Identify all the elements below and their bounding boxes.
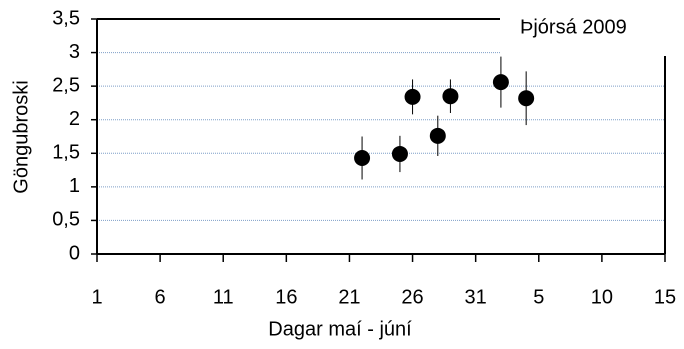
data-point <box>429 127 446 144</box>
x-tick-label: 5 <box>533 286 544 308</box>
data-point <box>442 88 459 105</box>
x-tick-label: 11 <box>213 286 234 308</box>
y-tick-label: 3,5 <box>52 7 80 29</box>
data-point <box>518 90 535 107</box>
y-tick-label: 3 <box>69 41 80 63</box>
x-tick-label: 10 <box>591 286 613 308</box>
x-tick-label: 15 <box>654 286 676 308</box>
data-point <box>354 149 371 166</box>
y-axis-label: Göngubroski <box>10 80 32 193</box>
x-tick-label: 21 <box>338 286 360 308</box>
y-tick-label: 2,5 <box>52 74 80 96</box>
x-tick-label: 6 <box>155 286 166 308</box>
y-tick-label: 2 <box>69 108 80 130</box>
y-tick-label: 0,5 <box>52 209 80 231</box>
y-tick-label: 1,5 <box>52 142 80 164</box>
x-tick-label: 26 <box>401 286 423 308</box>
x-tick-label: 1 <box>91 286 102 308</box>
data-point <box>391 145 408 162</box>
y-tick-label: 1 <box>69 175 80 197</box>
y-tick-label: 0 <box>69 242 80 264</box>
x-axis-label: Dagar maí - júní <box>268 318 412 340</box>
data-point <box>492 74 509 91</box>
x-tick-label: 16 <box>275 286 297 308</box>
x-tick-label: 31 <box>465 286 487 308</box>
chart-title: Þjórsá 2009 <box>520 16 627 38</box>
data-point <box>404 88 421 105</box>
